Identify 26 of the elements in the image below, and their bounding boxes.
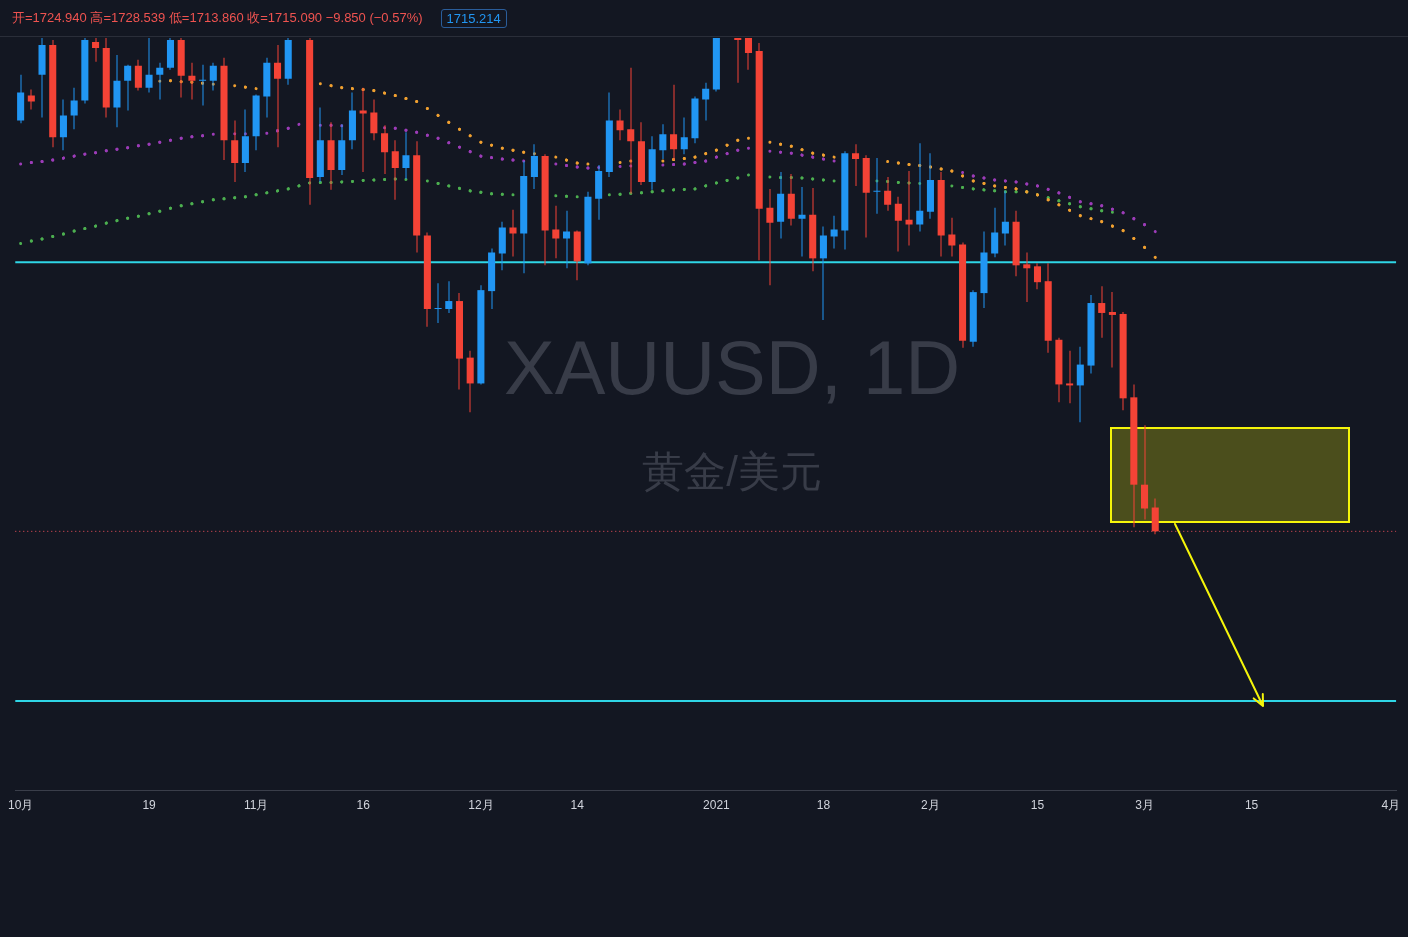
x-tick-label: 14 [570,798,585,813]
x-tick-label: 15 [1244,798,1259,813]
candlestick [905,171,913,246]
x-tick-label: 10月 [7,798,34,813]
x-tick-label: 2月 [921,798,940,813]
x-tick-label: 3月 [1135,798,1154,813]
x-tick-label: 11月 [243,798,269,813]
candlestick [1066,350,1074,404]
x-tick-label: 4月 [1381,798,1401,813]
candlestick [359,87,367,173]
candlestick [627,67,635,194]
text: 1715.214 [440,8,507,28]
candlestick [734,38,742,83]
x-tick-label: 15 [1030,798,1045,813]
x-tick-label: 16 [356,798,371,813]
candlestick [1108,292,1116,368]
x-tick-label: 19 [142,798,157,813]
candlestick [873,158,881,214]
candlestick [199,64,207,106]
candlestick [1023,252,1031,303]
candlestick [798,186,806,257]
x-tick-label: 18 [816,798,831,813]
candlestick [434,283,442,323]
x-tick-label: 2021 [703,798,731,813]
x-tick-label: 12月 [468,798,494,813]
text: 开=1724.940 高=1728.539 低=1713.860 收=1715.090 −9.850 (−0.57%) [12,9,423,27]
